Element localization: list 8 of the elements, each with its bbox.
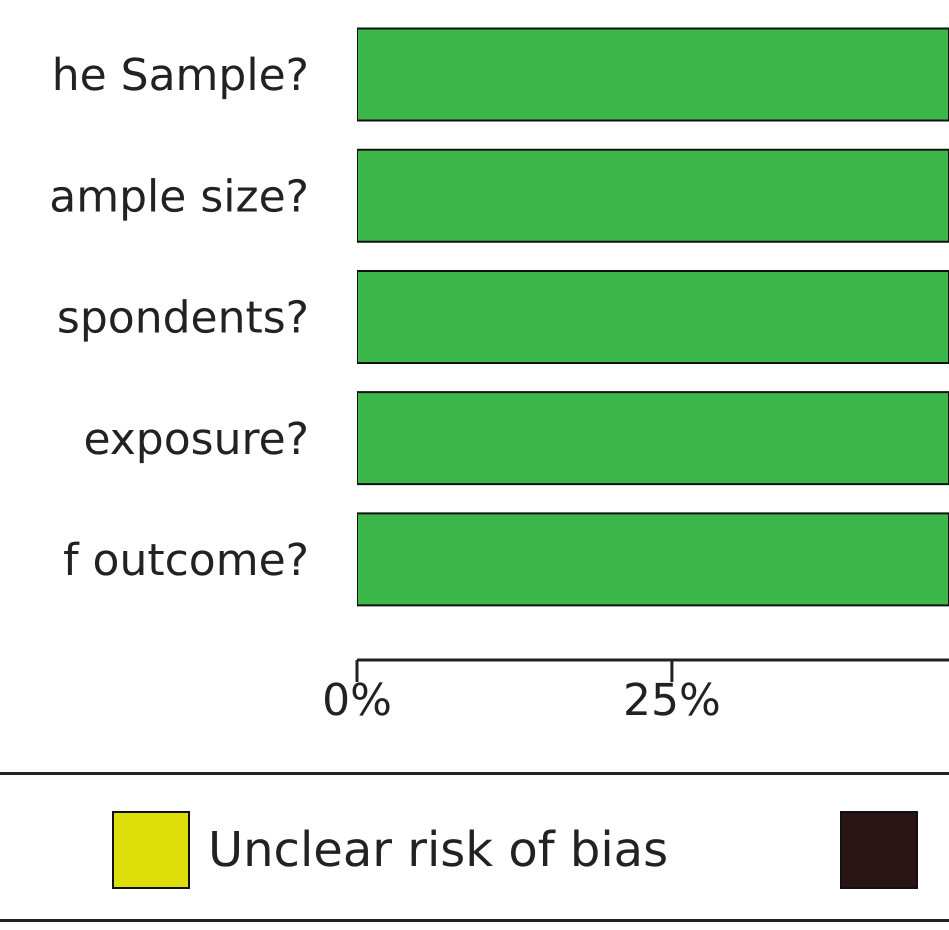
x-tick-label: 0% [322,675,392,726]
y-tick-label: spondents? [56,292,309,344]
x-tick-label: 25% [622,675,721,726]
y-tick-label: exposure? [83,414,309,465]
y-tick-label: he Sample? [52,50,309,102]
legend-label: Unclear risk of bias [208,822,668,878]
y-tick-label: f outcome? [63,535,309,586]
y-tick-label: ample size? [49,171,309,222]
